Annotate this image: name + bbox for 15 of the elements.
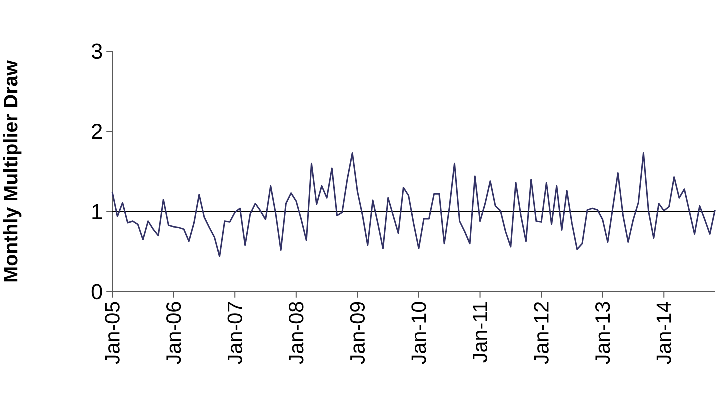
y-tick-label: 2	[92, 124, 102, 140]
y-tick-label: 1	[92, 204, 102, 220]
x-tick-label: Jan-05	[105, 302, 120, 364]
x-tick-label: Jan-09	[350, 302, 366, 364]
y-axis-title: Monthly Multiplier Draw	[3, 60, 22, 282]
y-tick-label: 0	[92, 284, 102, 300]
x-tick-label: Jan-12	[534, 302, 549, 364]
x-tick-label: Jan-14	[656, 302, 672, 364]
y-tick-label: 3	[92, 44, 102, 60]
x-tick-label: Jan-11	[473, 302, 488, 363]
x-tick-label: Jan-13	[596, 302, 610, 364]
x-tick-label: Jan-06	[166, 302, 182, 364]
x-tick-label: Jan-07	[228, 302, 242, 364]
x-tick-label: Jan-10	[412, 302, 426, 364]
x-tick-label: Jan-08	[289, 302, 304, 364]
